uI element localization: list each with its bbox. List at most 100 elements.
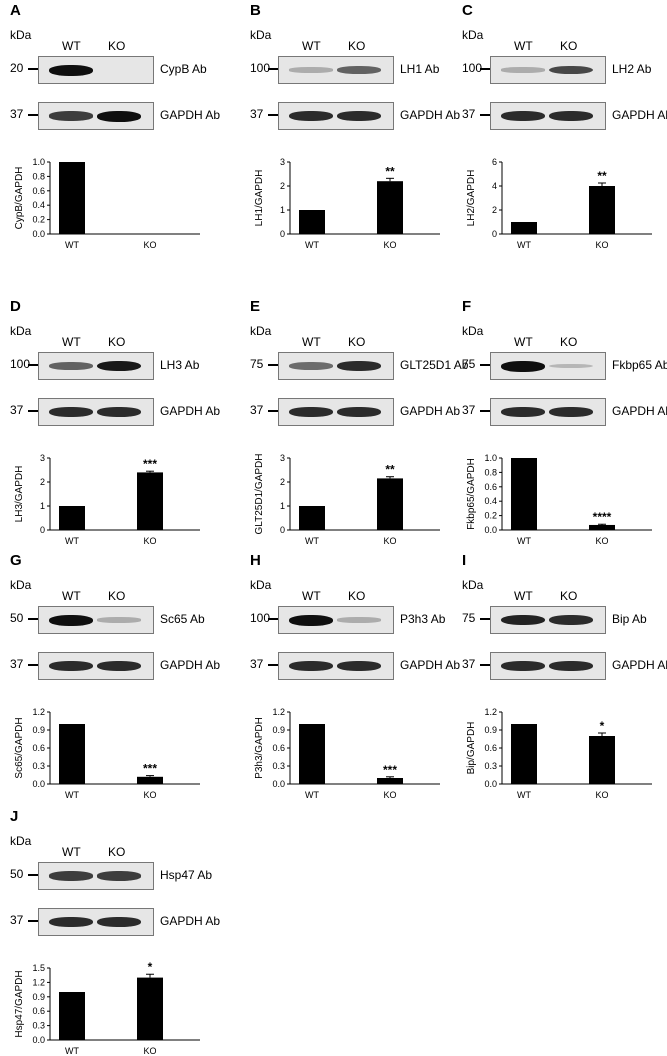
band-ko	[97, 360, 141, 372]
y-tick-label: 0	[40, 525, 45, 535]
kda-label: kDa	[10, 834, 32, 848]
band-wt	[501, 111, 545, 121]
lane-label-ko: KO	[108, 589, 126, 603]
y-tick-label: 0.0	[272, 779, 285, 789]
control-antibody-label: GAPDH Ab	[400, 658, 461, 672]
lane-label-wt: WT	[62, 335, 81, 349]
target-blot-image	[38, 606, 154, 634]
band-ko	[337, 661, 381, 671]
y-tick-label: 1.2	[32, 707, 45, 717]
mw-marker-tick	[480, 68, 492, 70]
x-category-label: KO	[595, 240, 608, 250]
control-blot-image	[490, 102, 606, 130]
lane-label-ko: KO	[108, 845, 126, 859]
y-tick-label: 0.9	[484, 725, 497, 735]
x-category-label: KO	[143, 240, 156, 250]
y-tick-label: 1.5	[32, 963, 45, 973]
panel-label: H	[250, 552, 261, 569]
band-ko	[97, 617, 141, 623]
mw-marker-tick	[268, 364, 280, 366]
target-mw-label: 20	[10, 61, 24, 75]
control-blot-image	[38, 398, 154, 426]
lane-label-ko: KO	[560, 39, 578, 53]
band-wt	[49, 871, 93, 881]
target-blot-image	[278, 352, 394, 380]
bar-ko	[137, 977, 163, 1040]
band-wt	[501, 407, 545, 417]
y-tick-label: 2	[280, 477, 285, 487]
significance-marker: ***	[143, 457, 157, 471]
control-antibody-label: GAPDH Ab	[400, 108, 461, 122]
band-wt	[49, 917, 93, 927]
y-axis-label: Hsp47/GAPDH	[14, 970, 25, 1037]
y-tick-label: 0.0	[32, 229, 45, 239]
bar-ko	[377, 181, 403, 234]
mw-marker-tick	[268, 68, 280, 70]
lane-label-ko: KO	[348, 39, 366, 53]
y-tick-label: 0.9	[32, 725, 45, 735]
band-ko	[337, 361, 381, 371]
kda-label: kDa	[250, 28, 272, 42]
x-category-label: WT	[65, 790, 79, 800]
control-blot-image	[38, 652, 154, 680]
band-wt	[49, 111, 93, 121]
bar-chart: 0.0 0.2 0.4 0.6 0.8 1.0 CypB/GAPDH WT KO	[14, 157, 200, 250]
band-wt	[289, 111, 333, 121]
control-blot-image	[38, 102, 154, 130]
y-tick-label: 0.6	[32, 1006, 45, 1016]
target-blot-image	[38, 56, 154, 84]
mw-marker-tick	[268, 664, 280, 666]
control-blot-image	[278, 652, 394, 680]
x-category-label: KO	[383, 790, 396, 800]
target-mw-label: 50	[10, 867, 24, 881]
y-axis-label: P3h3/GAPDH	[254, 717, 265, 779]
y-tick-label: 2	[280, 181, 285, 191]
x-category-label: WT	[305, 240, 319, 250]
y-axis-label: CypB/GAPDH	[14, 167, 25, 230]
target-mw-label: 75	[462, 357, 476, 371]
x-category-label: WT	[305, 790, 319, 800]
y-tick-label: 2	[40, 477, 45, 487]
panel-label: E	[250, 298, 261, 315]
target-mw-label: 75	[462, 611, 476, 625]
mw-marker-tick	[28, 920, 40, 922]
band-ko	[337, 407, 381, 417]
control-mw-label: 37	[250, 107, 264, 121]
target-blot-image	[278, 606, 394, 634]
band-ko	[97, 917, 141, 927]
x-category-label: KO	[595, 790, 608, 800]
y-axis-label: LH3/GAPDH	[14, 466, 25, 523]
lane-label-wt: WT	[62, 39, 81, 53]
y-tick-label: 0	[280, 229, 285, 239]
control-mw-label: 37	[10, 657, 24, 671]
x-category-label: KO	[143, 790, 156, 800]
panel-label: B	[250, 2, 261, 19]
y-tick-label: 0	[280, 525, 285, 535]
y-tick-label: 1	[280, 501, 285, 511]
bar-ko	[377, 478, 403, 530]
panel-label: D	[10, 298, 21, 315]
target-antibody-label: Fkbp65 Ab	[612, 358, 667, 372]
mw-marker-tick	[268, 618, 280, 620]
x-category-label: KO	[143, 536, 156, 546]
control-mw-label: 37	[250, 403, 264, 417]
y-tick-label: 1	[280, 205, 285, 215]
y-tick-label: 1.2	[32, 977, 45, 987]
bar-ko	[137, 472, 163, 530]
x-category-label: WT	[65, 240, 79, 250]
target-antibody-label: LH1 Ab	[400, 62, 440, 76]
control-blot-image	[278, 102, 394, 130]
panel-label: I	[462, 552, 467, 569]
y-axis-label: LH1/GAPDH	[254, 170, 265, 227]
x-category-label: WT	[305, 536, 319, 546]
bar-wt	[59, 506, 85, 530]
control-antibody-label: GAPDH Ab	[612, 658, 667, 672]
control-mw-label: 37	[462, 657, 476, 671]
target-blot-image	[278, 56, 394, 84]
y-tick-label: 0.0	[32, 1035, 45, 1045]
x-category-label: WT	[517, 536, 531, 546]
bar-chart: 0.0 0.3 0.6 0.9 1.2 P3h3/GAPDH WT KO ***	[254, 707, 440, 800]
target-antibody-label: P3h3 Ab	[400, 612, 446, 626]
